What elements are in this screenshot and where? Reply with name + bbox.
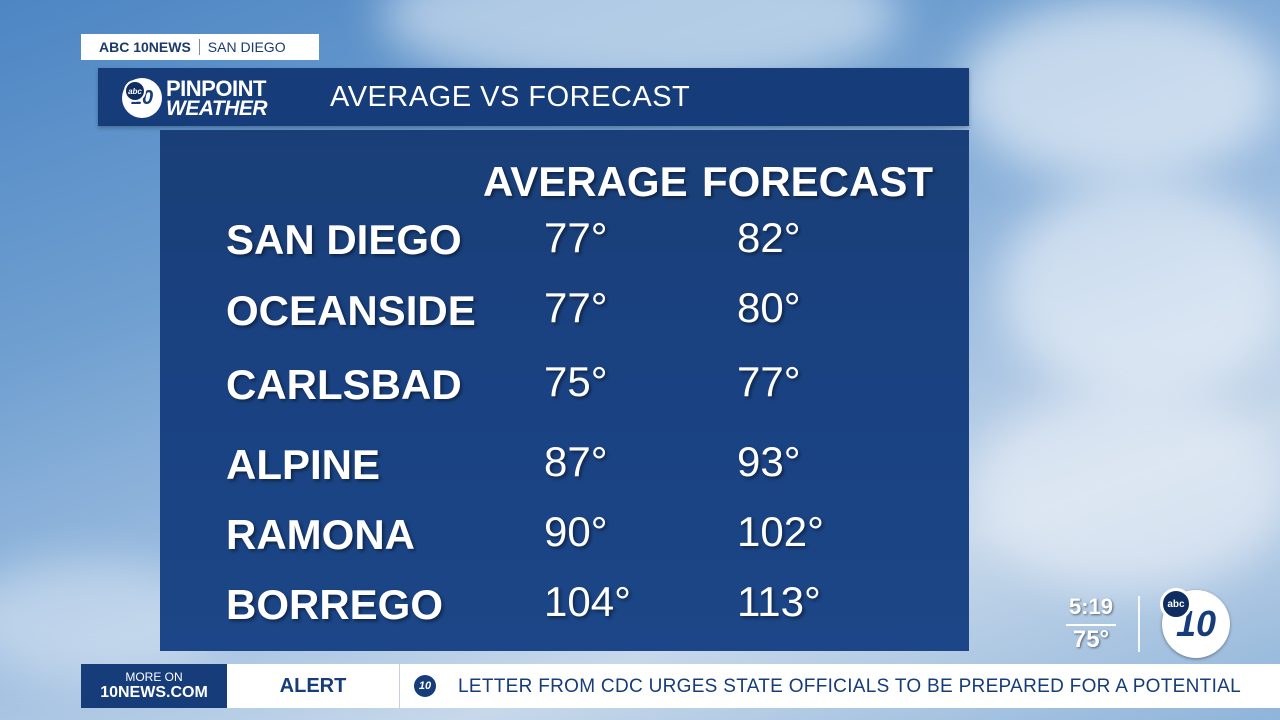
column-header-forecast: FORECAST bbox=[702, 158, 933, 205]
column-header-average: AVERAGE bbox=[483, 158, 688, 205]
average-temp: 77° bbox=[544, 284, 608, 331]
more-on-label: MORE ON bbox=[125, 670, 183, 684]
city-name: BORREGO bbox=[226, 581, 444, 628]
city-name: CARLSBAD bbox=[226, 361, 462, 408]
abc-corner-badge-icon: abc bbox=[1160, 588, 1192, 620]
clock-divider bbox=[1066, 624, 1116, 626]
more-on-site: 10NEWS.COM bbox=[100, 684, 208, 701]
pinpoint-weather-logo: 10 abc PINPOINT WEATHER bbox=[122, 74, 292, 120]
ticker-headline: LETTER FROM CDC URGES STATE OFFICIALS TO… bbox=[458, 676, 1241, 697]
forecast-temp: 102° bbox=[737, 508, 824, 555]
average-temp: 77° bbox=[544, 214, 608, 261]
current-temperature: 75° bbox=[1072, 626, 1110, 653]
news-ticker: MORE ON 10NEWS.COM ALERT 10 LETTER FROM … bbox=[81, 664, 1280, 708]
forecast-temp: 77° bbox=[737, 358, 801, 405]
city-name: ALPINE bbox=[226, 441, 381, 488]
forecast-temp: 80° bbox=[737, 284, 801, 331]
station-bug: ABC 10NEWS SAN DIEGO bbox=[81, 34, 319, 60]
average-temp: 75° bbox=[544, 358, 608, 405]
station-location: SAN DIEGO bbox=[207, 39, 286, 55]
city-name: SAN DIEGO bbox=[226, 216, 462, 263]
logo-text-pinpoint: PINPOINT bbox=[166, 76, 266, 101]
alert-label: ALERT bbox=[227, 664, 400, 708]
station-brand: ABC 10NEWS bbox=[99, 39, 191, 55]
abc-badge-icon: abc bbox=[124, 80, 146, 102]
more-on-10news-box[interactable]: MORE ON 10NEWS.COM bbox=[81, 664, 227, 708]
city-name: RAMONA bbox=[226, 511, 415, 558]
cloud-decoration bbox=[1000, 180, 1280, 400]
channel-10-corner-icon: 10 abc bbox=[1160, 588, 1230, 658]
cloud-decoration bbox=[970, 390, 1280, 590]
forecast-temp: 82° bbox=[737, 214, 801, 261]
forecast-temp: 93° bbox=[737, 438, 801, 485]
city-name: OCEANSIDE bbox=[226, 287, 476, 334]
average-temp: 104° bbox=[544, 578, 631, 625]
page-title: AVERAGE VS FORECAST bbox=[330, 81, 691, 113]
header-bar: 10 abc PINPOINT WEATHER AVERAGE VS FOREC… bbox=[98, 68, 969, 126]
comparison-panel bbox=[160, 130, 969, 651]
logo-text-weather: WEATHER bbox=[166, 97, 268, 120]
channel-10-icon: 10 abc bbox=[122, 78, 162, 118]
forecast-temp: 113° bbox=[737, 578, 821, 625]
current-time: 5:19 bbox=[1068, 594, 1114, 619]
cloud-decoration bbox=[960, 0, 1280, 180]
status-divider bbox=[1138, 596, 1140, 652]
station-divider bbox=[198, 39, 200, 55]
average-temp: 90° bbox=[544, 508, 608, 555]
channel-10-ticker-icon: 10 bbox=[414, 675, 436, 697]
average-temp: 87° bbox=[544, 438, 608, 485]
